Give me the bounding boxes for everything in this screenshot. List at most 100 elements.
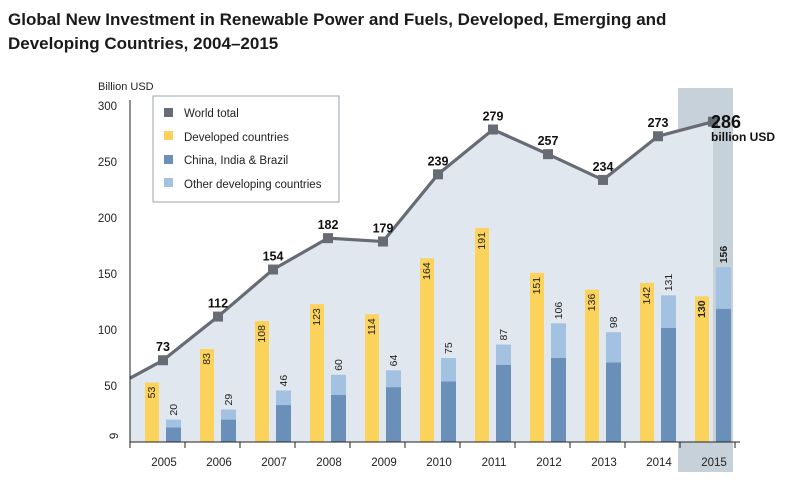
developing-total-label-2005: 20 [168,404,180,416]
bar-other-developing-2005 [166,419,181,428]
y-tick-label: 100 [98,325,117,337]
developing-total-label-2009: 64 [388,354,400,366]
x-tick-label-2014: 2014 [646,457,672,469]
bar-developed-2011 [475,228,489,442]
world-total-marker-2007 [268,264,278,275]
bar-china-india-brazil-2014 [661,327,676,442]
y-axis-unit-label: Billion USD [98,81,154,93]
bar-other-developing-2008 [331,374,346,395]
bar-other-developing-2011 [496,344,511,365]
developing-total-label-2013: 98 [608,316,620,328]
developed-value-label-2010: 164 [421,262,433,280]
developed-value-label-2009: 114 [366,318,378,335]
legend-label-other-developing: Other developing countries [184,179,322,191]
developed-value-label-2015: 130 [696,300,708,318]
bar-china-india-brazil-2012 [551,358,566,442]
world-total-marker-2013 [598,174,608,185]
x-tick-label-2011: 2011 [482,457,507,469]
legend-box [152,95,340,203]
world-total-marker-2006 [213,311,223,322]
bar-china-india-brazil-2006 [221,419,236,442]
world-total-marker-2015 [708,116,718,127]
bar-china-india-brazil-2015 [716,308,731,442]
legend-label-china-india-brazil: China, India & Brazil [184,155,288,167]
bar-developed-2014 [640,282,654,442]
world-total-label-2008: 182 [318,218,339,232]
callout-value: 286 [711,112,741,132]
developed-value-label-2008: 123 [311,308,323,326]
bar-developed-2009 [365,314,379,442]
x-tick-label-2006: 2006 [206,457,232,469]
bar-other-developing-2013 [606,332,621,363]
bar-developed-2010 [420,258,434,442]
bar-developed-2007 [255,321,269,442]
world-total-marker-2012 [543,149,553,160]
legend-label-world-total: World total [184,108,239,120]
world-total-marker-2005 [158,355,168,366]
developing-total-label-2011: 87 [498,329,510,341]
bar-developed-2015 [695,296,709,442]
x-tick-label-2007: 2007 [261,457,287,469]
bar-other-developing-2012 [551,323,566,358]
x-tick-label-2008: 2008 [316,457,342,469]
world-total-marker-2014 [653,131,663,142]
developing-total-label-2012: 106 [553,302,565,320]
bar-developed-2006 [200,349,214,442]
world-total-label-2007: 154 [263,250,284,264]
world-total-label-2010: 239 [428,154,449,168]
developing-total-label-2007: 46 [278,375,290,387]
data-labels: 73 112 154 182 179 239 279 257 234 273 53 20 83 29 108… [146,110,730,416]
world-total-marker-2008 [323,233,333,244]
chart-title: Global New Investment in Renewable Power… [8,10,667,53]
world-total-label-2013: 234 [593,160,614,174]
y-tick-label: 50 [104,381,117,393]
developing-total-label-2010: 75 [443,342,455,354]
developed-value-label-2006: 83 [201,353,213,365]
callout-unit: billion USD [711,130,775,144]
bar-china-india-brazil-2007 [276,405,291,442]
world-total-polyline [129,120,714,380]
bar-other-developing-2006 [221,409,236,420]
bar-developed-2008 [310,304,324,442]
y-tick-label: 150 [98,269,117,281]
y-tick-label: 9 [109,433,121,439]
y-tick-label: 300 [98,101,117,113]
y-tick-label: 200 [98,213,117,225]
world-total-line [129,116,718,380]
world-total-label-2005: 73 [156,340,170,354]
bar-china-india-brazil-2005 [166,427,181,442]
developed-value-label-2013: 136 [586,294,598,312]
developing-total-label-2014: 131 [663,274,675,292]
world-total-label-2009: 179 [373,222,394,236]
developed-value-label-2007: 108 [256,325,268,343]
world-total-label-2006: 112 [208,297,228,311]
bar-china-india-brazil-2010 [441,381,456,442]
developed-value-label-2011: 191 [476,232,488,250]
bar-other-developing-2014 [661,295,676,328]
world-total-label-2014: 273 [648,116,669,130]
bar-developed-2012 [530,272,544,442]
x-tick-label-2009: 2009 [371,457,397,469]
legend-swatch-world-total [164,108,173,117]
developing-total-label-2006: 29 [223,394,235,406]
world-total-marker-2011 [488,124,498,135]
bar-other-developing-2010 [441,358,456,382]
legend-swatch-china-india-brazil [164,155,173,164]
x-tick-label-2015: 2015 [701,457,727,469]
x-tick-label-2012: 2012 [536,457,562,469]
bars [145,228,731,442]
developed-value-label-2012: 151 [531,277,543,295]
bar-china-india-brazil-2013 [606,362,621,442]
bar-other-developing-2009 [386,370,401,388]
developed-value-label-2014: 142 [641,287,653,305]
developed-value-label-2005: 53 [146,386,158,398]
bar-developed-2005 [145,382,159,442]
bar-china-india-brazil-2011 [496,364,511,442]
world-total-marker-2010 [433,169,443,180]
developing-total-label-2008: 60 [333,359,345,371]
world-total-marker-2009 [378,236,388,247]
legend-label-developed: Developed countries [184,132,289,144]
legend: World total Developed countries China, I… [152,95,340,203]
x-tick-label-2010: 2010 [426,457,452,469]
